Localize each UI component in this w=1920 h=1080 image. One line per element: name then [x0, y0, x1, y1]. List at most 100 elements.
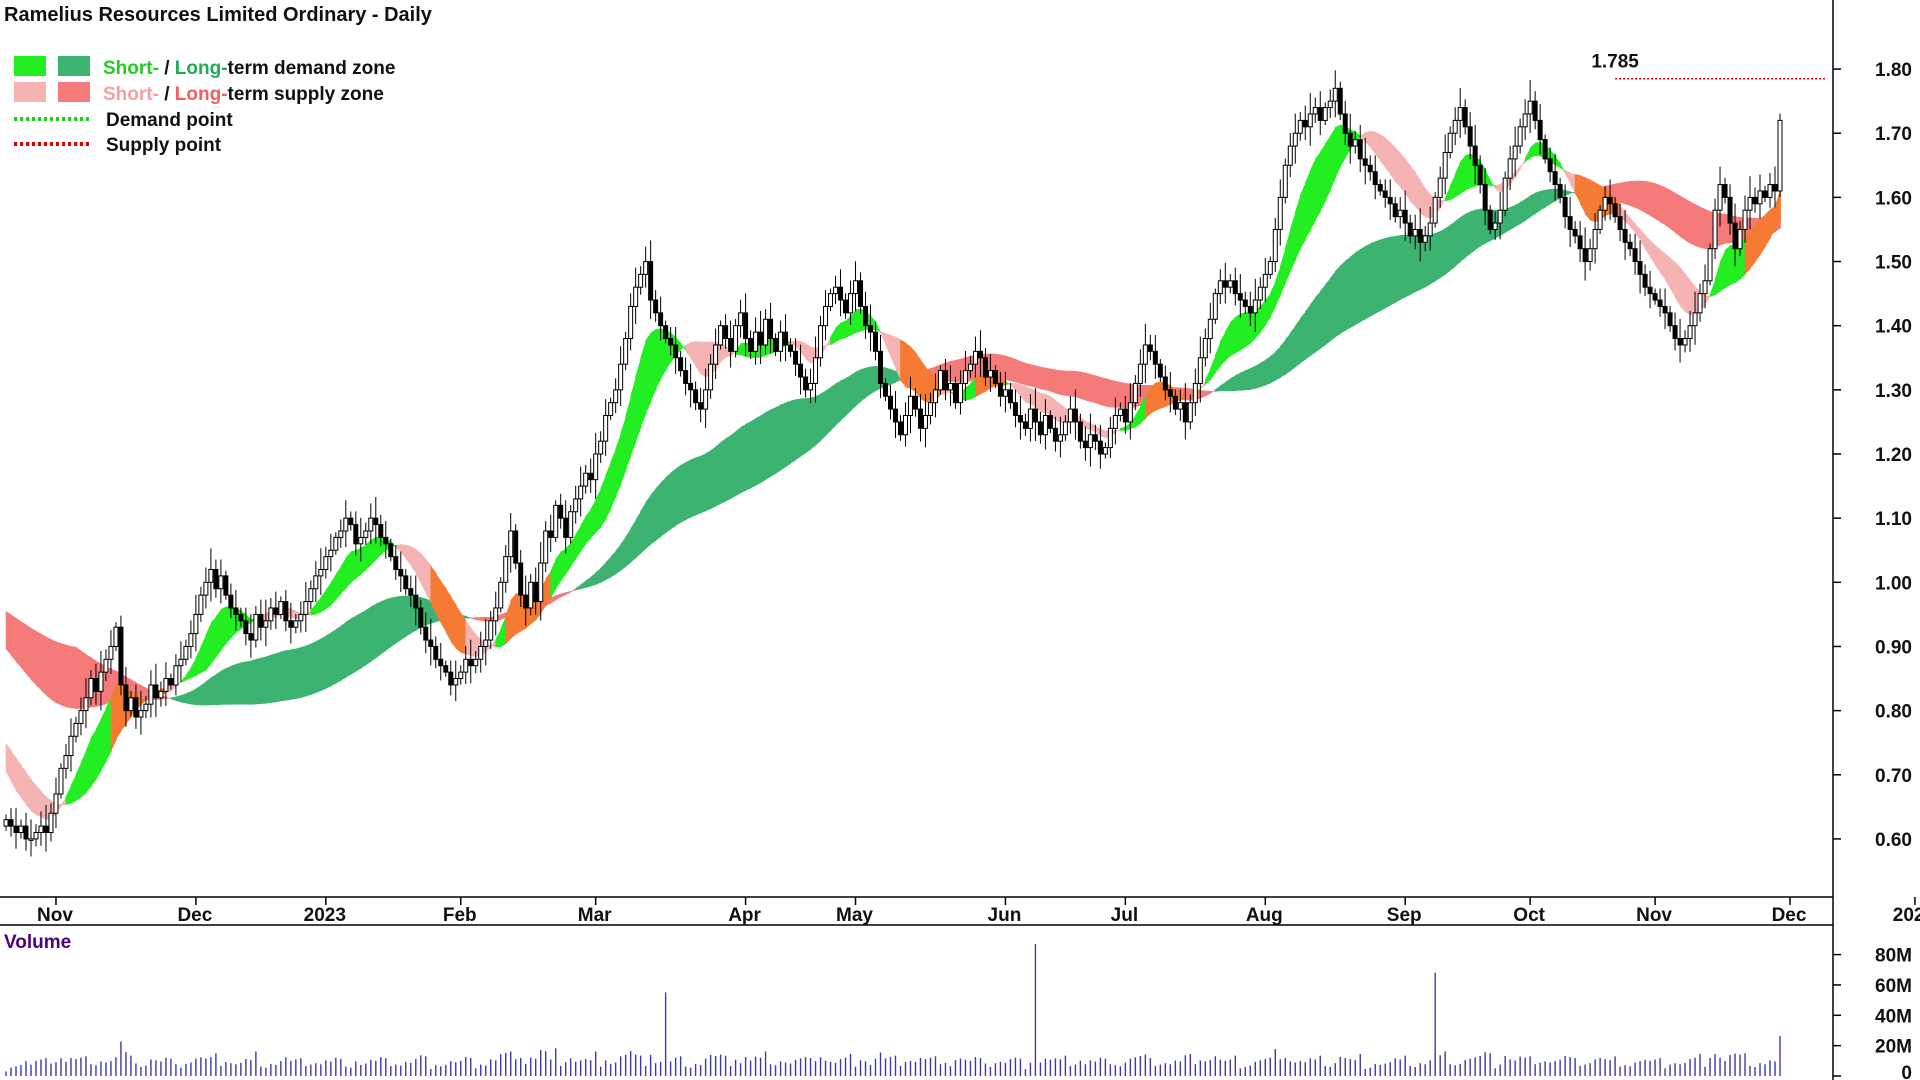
candle-down: [803, 376, 809, 391]
short-supply-band: [5, 742, 12, 783]
candle-up: [1522, 113, 1528, 128]
short-supply-band: [35, 785, 42, 818]
candle-down: [1477, 164, 1483, 186]
candle-up: [198, 594, 204, 615]
long-demand-band: [645, 494, 652, 549]
candle-up: [488, 620, 494, 641]
candle-up: [808, 382, 814, 391]
candle-down: [1337, 87, 1343, 115]
overlap-band: [460, 612, 467, 655]
overlap-band: [440, 580, 447, 633]
short-demand-band: [595, 488, 602, 533]
candle-up: [1742, 209, 1748, 230]
candle-up: [1497, 209, 1503, 224]
candle-down: [1317, 107, 1323, 121]
candle-down: [788, 344, 794, 352]
short-supply-band: [1684, 273, 1691, 315]
long-demand-band: [815, 393, 822, 446]
candle-up: [703, 389, 709, 410]
candle-down: [1567, 216, 1573, 230]
long-demand-band: [800, 398, 807, 457]
candle-up: [293, 620, 299, 628]
candle-down: [1607, 196, 1613, 205]
candle-up: [508, 530, 514, 558]
candle-up: [593, 453, 599, 481]
candle-down: [1237, 293, 1243, 301]
candle-down: [942, 370, 948, 391]
short-demand-band: [1294, 195, 1302, 260]
short-demand-band: [500, 615, 507, 647]
candle-down: [1247, 305, 1253, 314]
candle-down: [1182, 402, 1188, 423]
candle-down: [888, 395, 894, 410]
candle-up: [738, 312, 744, 327]
long-supply-band: [10, 614, 17, 663]
candle-down: [883, 382, 889, 397]
candle-down: [408, 588, 414, 596]
candle-up: [1717, 184, 1723, 211]
short-demand-band: [565, 541, 572, 575]
candle-down: [383, 536, 389, 545]
long-demand-band: [775, 404, 782, 474]
candle-up: [568, 511, 574, 538]
short-demand-band: [1274, 266, 1282, 307]
candle-up: [58, 767, 64, 795]
long-demand-band: [1459, 213, 1467, 263]
candle-down: [723, 325, 729, 340]
candle-up: [333, 536, 339, 551]
short-demand-band: [640, 340, 647, 428]
short-supply-band: [1424, 188, 1432, 219]
candle-up: [208, 568, 214, 583]
candle-down: [1532, 100, 1538, 121]
short-demand-band: [1324, 135, 1332, 201]
candle-down: [917, 408, 923, 429]
long-demand-band: [1454, 216, 1462, 267]
candle-down: [398, 568, 404, 577]
candle-up: [113, 626, 119, 647]
candle-up: [263, 620, 269, 628]
candle-down: [133, 697, 139, 718]
long-demand-band: [1434, 230, 1442, 282]
legend-demand-long: Long-: [175, 58, 228, 79]
candle-down: [1232, 280, 1238, 295]
short-supply-band: [1674, 261, 1681, 307]
volume-tick-label: 40M: [1875, 1006, 1912, 1027]
candle-up: [453, 678, 459, 686]
short-supply-band: [1389, 142, 1397, 183]
long-demand-band: [360, 609, 367, 669]
month-label: Feb: [443, 905, 477, 926]
candle-down: [838, 286, 844, 301]
candle-up: [583, 472, 589, 487]
candle-down: [663, 325, 669, 340]
candle-up: [1602, 196, 1608, 211]
candle-up: [83, 697, 89, 712]
candle-up: [1062, 421, 1068, 436]
candle-up: [493, 607, 499, 622]
candle-down: [238, 613, 244, 622]
candle-down: [563, 517, 569, 538]
long-demand-band: [820, 390, 827, 441]
candle-down: [897, 421, 903, 436]
volume-tick-label: 0: [1901, 1063, 1912, 1080]
volume-tick-label: 20M: [1875, 1037, 1912, 1058]
candle-down: [518, 562, 524, 596]
candle-up: [1592, 228, 1598, 250]
candle-down: [863, 305, 869, 327]
short-demand-band: [210, 615, 217, 665]
short-demand-band: [1269, 281, 1277, 317]
short-supply-band: [1399, 152, 1407, 195]
candle-up: [108, 645, 114, 660]
short-demand-band: [550, 559, 557, 599]
overlap-band: [455, 604, 462, 654]
month-label: 2023: [304, 905, 346, 926]
candle-down: [892, 408, 898, 423]
short-demand-band: [365, 539, 372, 571]
candle-up: [343, 517, 349, 532]
candle-down: [393, 556, 399, 570]
candle-up: [318, 568, 324, 577]
candle-up: [1457, 107, 1463, 121]
long-demand-band: [395, 595, 402, 644]
long-demand-band: [835, 380, 842, 426]
candle-down: [678, 357, 684, 372]
candle-down: [423, 626, 429, 641]
